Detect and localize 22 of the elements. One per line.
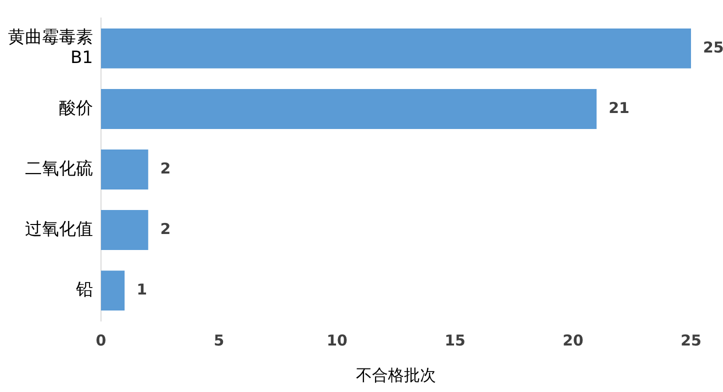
bar	[101, 89, 597, 129]
x-tick-label: 0	[96, 332, 106, 350]
data-label: 25	[703, 38, 723, 56]
x-tick-label: 25	[680, 332, 702, 350]
bar	[101, 270, 125, 311]
x-tick-label: 10	[326, 332, 348, 350]
bar	[101, 150, 148, 190]
y-tick-label: 酸价	[59, 98, 93, 118]
x-tick-label: 15	[444, 332, 466, 350]
data-label: 1	[136, 280, 148, 298]
x-axis-title: 不合格批次	[356, 366, 436, 385]
y-tick-label: 黄曲霉毒素B1	[8, 28, 93, 68]
data-label: 2	[160, 220, 171, 238]
data-label: 2	[160, 159, 171, 178]
data-label: 21	[608, 98, 630, 117]
y-tick-label: 铅	[75, 280, 93, 300]
bar	[101, 210, 148, 250]
x-tick-label: 20	[562, 332, 584, 350]
bar	[101, 28, 691, 68]
y-tick-label: 二氧化硫	[25, 158, 93, 179]
y-tick-label: 过氧化值	[25, 219, 93, 240]
x-tick-label: 5	[214, 332, 224, 350]
